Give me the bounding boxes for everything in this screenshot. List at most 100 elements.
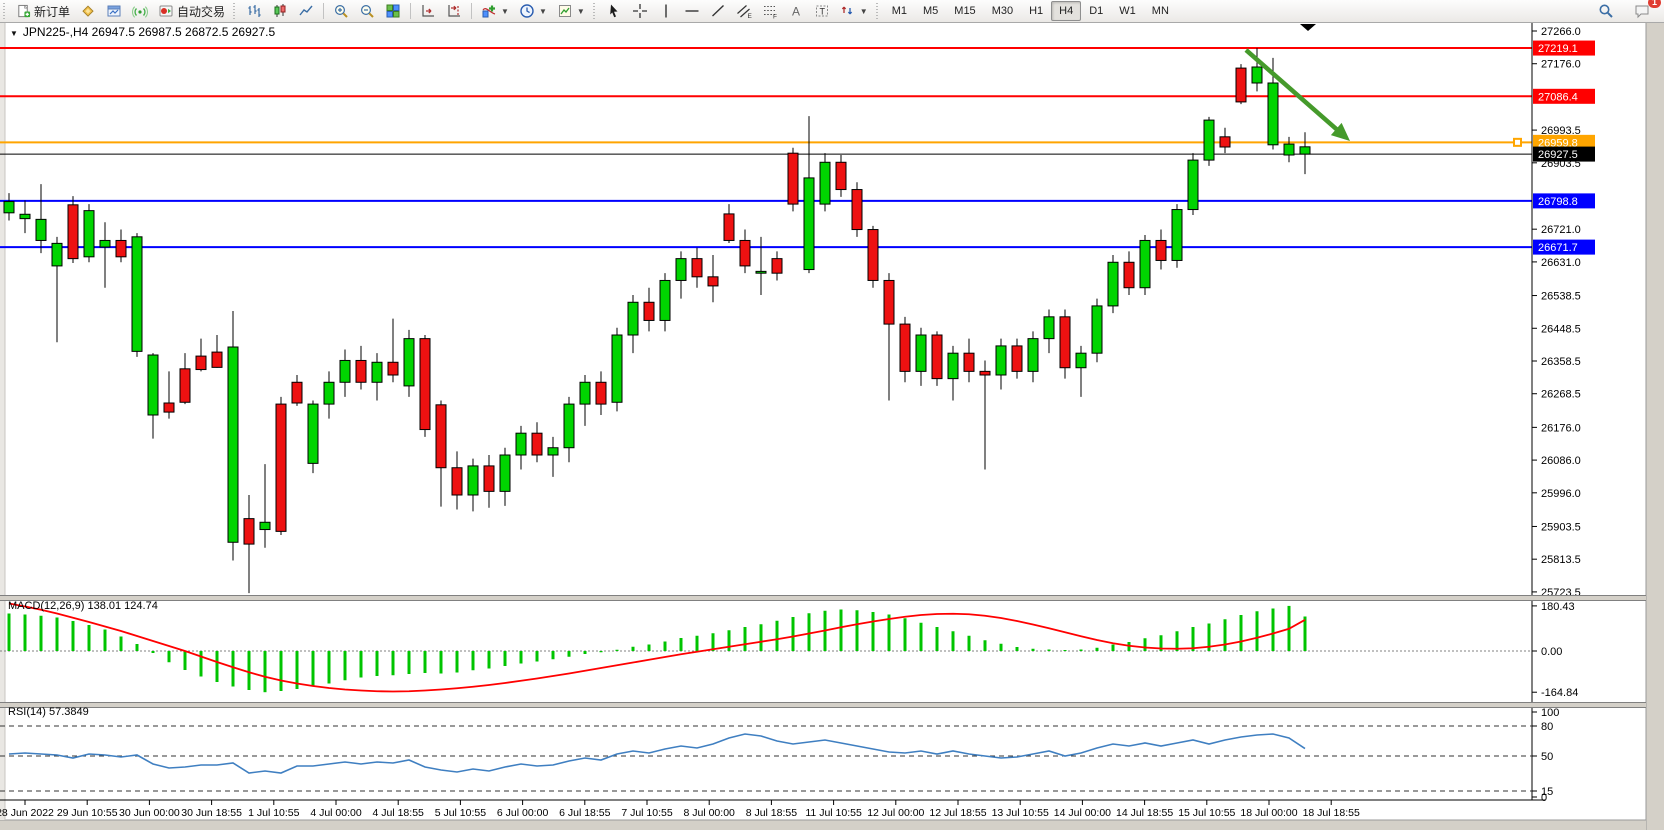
bull-candle [1267, 82, 1279, 146]
rsi-indicator-label: RSI(14) 57.3849 [8, 706, 89, 718]
new-order-button[interactable]: 新订单 [11, 0, 75, 22]
text-label-tool-button[interactable]: T [809, 0, 835, 22]
bear-candle [451, 467, 463, 496]
new-order-icon [18, 4, 31, 17]
price-badge-27086.4 [1533, 88, 1595, 104]
search-button[interactable] [1593, 0, 1619, 22]
price-tick-label: 25903.5 [1541, 521, 1581, 533]
toolbar-grip[interactable] [592, 3, 598, 19]
bear-candle [771, 258, 783, 274]
bull-candle [403, 338, 415, 387]
fibonacci-tool-button[interactable]: F [757, 0, 783, 22]
timeframe-button-M1[interactable]: M1 [891, 5, 907, 17]
bear-candle [291, 381, 303, 404]
chart-bars-button[interactable] [241, 0, 267, 22]
auto-scroll-button[interactable] [415, 0, 441, 22]
charts-window-icon [107, 5, 121, 17]
bear-candle [739, 239, 751, 267]
auto-trading-icon [159, 5, 173, 17]
trend-line-icon [711, 4, 724, 17]
timeframe-button-H1[interactable]: H1 [1029, 5, 1044, 17]
chart-menu-triangle-icon[interactable]: ▼ [10, 29, 18, 38]
bear-candle [67, 204, 79, 260]
timeframe-button-M15[interactable]: M15 [954, 5, 976, 17]
horizontal-line-tool-button[interactable] [679, 0, 705, 22]
timeframe-button-D1[interactable]: D1 [1089, 5, 1104, 17]
price-tick-label: 25996.0 [1541, 488, 1581, 500]
macd-signal-line [8, 602, 1306, 693]
toolbar-grip[interactable] [3, 3, 8, 19]
chat-icon [1635, 5, 1649, 19]
chevron-down-icon: ▼ [576, 6, 585, 16]
price-badge-label: 26959.8 [1538, 137, 1578, 149]
timeframe-button-M5[interactable]: M5 [923, 5, 939, 17]
periods-button[interactable]: ▼ [514, 0, 552, 22]
trend-arrow-head[interactable] [1330, 122, 1350, 141]
rsi-axis-label: 50 [1541, 751, 1553, 763]
orange-line-handle[interactable] [1513, 137, 1522, 147]
vertical-line-tool-button[interactable] [653, 0, 679, 22]
bull-candle [947, 352, 959, 380]
bull-candle [1251, 66, 1263, 84]
timeframe-button-MN[interactable]: MN [1151, 5, 1169, 17]
bear-candle [883, 279, 895, 325]
bull-candle [627, 301, 639, 336]
chart-candles-button[interactable] [267, 0, 293, 22]
chart-header[interactable]: ▼ JPN225-,H4 26947.5 26987.5 26872.5 2692… [10, 25, 275, 39]
charts-window-button[interactable] [101, 0, 127, 22]
notification-badge: 1 [1648, 0, 1661, 8]
bull-candle [467, 465, 479, 496]
bear-candle [211, 351, 223, 368]
zoom-in-button[interactable] [328, 0, 354, 22]
trend-line-tool-button[interactable] [705, 0, 731, 22]
cursor-tool-button[interactable] [601, 0, 627, 22]
arrows-tool-button[interactable]: ▼ [835, 0, 873, 22]
bear-candle [787, 152, 799, 205]
toolbar-grip[interactable] [875, 3, 881, 19]
price-badge-label: 26798.8 [1538, 196, 1578, 208]
chart-shift-button[interactable] [441, 0, 467, 22]
bull-candle [1107, 261, 1119, 307]
zoom-out-icon [361, 4, 374, 18]
bull-candle [51, 242, 63, 267]
equidistant-channel-tool-button[interactable]: E [731, 0, 757, 22]
signal-button[interactable] [127, 0, 153, 22]
bear-candle [963, 352, 975, 372]
timeframe-button-W1[interactable]: W1 [1119, 5, 1136, 17]
price-tick-label: 26448.5 [1541, 323, 1581, 335]
auto-trading-button[interactable]: 自动交易 [153, 0, 230, 22]
scroll-to-end-marker[interactable] [1300, 24, 1316, 31]
panel-splitter[interactable] [0, 702, 1646, 708]
templates-button[interactable]: ▼ [552, 0, 590, 22]
crosshair-tool-button[interactable] [627, 0, 653, 22]
bull-candle [755, 270, 767, 274]
bull-candle [259, 521, 271, 531]
rsi-axis-label: 15 [1541, 786, 1553, 798]
svg-text:T: T [819, 7, 825, 17]
chart-candles-icon [274, 4, 286, 17]
price-tick-label: 26268.5 [1541, 389, 1581, 401]
time-label: 12 Jul 00:00 [867, 807, 924, 819]
indicators-button[interactable]: ▼ [476, 0, 514, 22]
bull-candle [547, 447, 559, 456]
bull-candle [1027, 338, 1039, 372]
macd-axis-label: 180.43 [1541, 601, 1575, 613]
price-tick-label: 25813.5 [1541, 554, 1581, 566]
bull-candle [675, 258, 687, 281]
bull-candle [371, 361, 383, 383]
text-tool-button[interactable]: A [783, 0, 809, 22]
tile-windows-button[interactable] [380, 0, 406, 22]
main-toolbar: 新订单 [0, 0, 1664, 23]
time-label: 12 Jul 18:55 [929, 807, 986, 819]
timeframe-button-H4[interactable]: H4 [1051, 1, 1082, 21]
chart-line-button[interactable] [293, 0, 319, 22]
rsi-axis-label: 0 [1541, 792, 1547, 804]
notifications-button[interactable]: 1 [1629, 0, 1661, 22]
timeframe-button-M30[interactable]: M30 [991, 5, 1014, 17]
panel-splitter[interactable] [0, 595, 1646, 601]
zoom-out-button[interactable] [354, 0, 380, 22]
toolbar-grip[interactable] [233, 3, 239, 19]
trend-arrow-shaft[interactable] [1244, 48, 1344, 136]
quotes-button[interactable] [75, 0, 101, 22]
